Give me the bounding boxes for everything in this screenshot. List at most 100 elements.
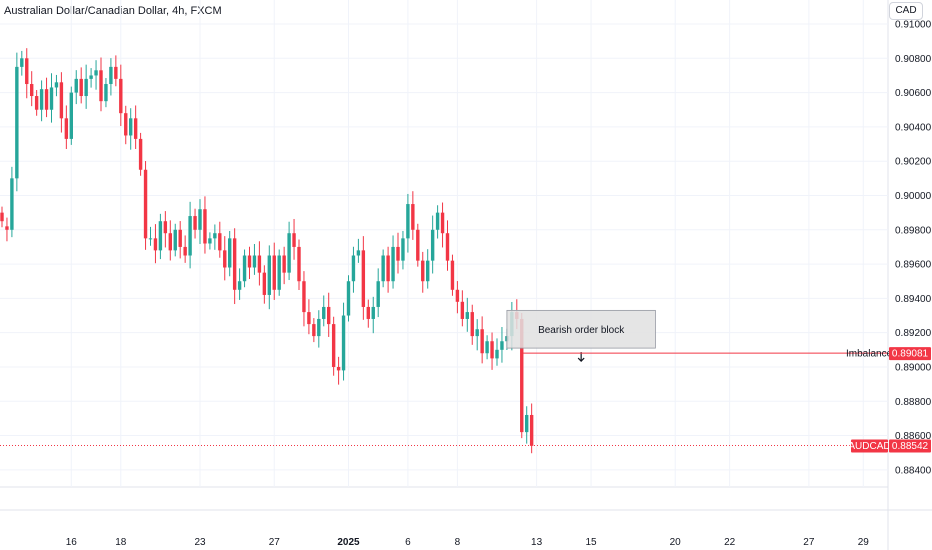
candle-body bbox=[401, 238, 405, 261]
candle-body bbox=[455, 289, 460, 302]
candle-body bbox=[49, 87, 54, 110]
chart-annotations: Bearish order block Imbalance 0.89081 AUDCA… bbox=[0, 309, 931, 453]
candle-body bbox=[74, 78, 78, 93]
candle-body bbox=[411, 204, 415, 230]
candle-body bbox=[10, 178, 14, 230]
price-tick-label: 0.89800 bbox=[895, 225, 932, 236]
time-tick-label: 23 bbox=[194, 537, 206, 548]
candle-body bbox=[228, 238, 232, 268]
candle-body bbox=[470, 312, 474, 337]
candle-body bbox=[257, 255, 262, 273]
price-tick-label: 0.89400 bbox=[895, 294, 932, 305]
candle-body bbox=[480, 329, 484, 354]
time-tick-label: 6 bbox=[405, 537, 411, 548]
price-tick-label: 0.90400 bbox=[895, 122, 932, 133]
candle-body bbox=[376, 281, 380, 307]
candle-body bbox=[158, 221, 163, 251]
time-tick-label: 18 bbox=[115, 537, 127, 548]
candle-body bbox=[465, 312, 469, 319]
price-tick-label: 0.89000 bbox=[895, 362, 932, 373]
candle-body bbox=[317, 318, 321, 337]
candle-body bbox=[183, 246, 187, 256]
candle-body bbox=[495, 349, 499, 359]
candle-body bbox=[361, 250, 366, 307]
candle-body bbox=[109, 66, 113, 85]
candle-body bbox=[302, 281, 306, 313]
candle-body bbox=[213, 233, 217, 239]
time-tick-label: 13 bbox=[531, 537, 543, 548]
candle-body bbox=[94, 70, 98, 76]
price-tick-label: 0.88800 bbox=[895, 397, 932, 408]
candle-body bbox=[440, 212, 445, 234]
candle-body bbox=[277, 255, 281, 290]
candle-body bbox=[168, 233, 172, 251]
time-tick-label: 29 bbox=[858, 537, 870, 548]
time-tick-label: 27 bbox=[803, 537, 815, 548]
candle-body bbox=[247, 255, 252, 268]
imbalance-price-value: 0.89081 bbox=[892, 349, 929, 360]
candle-body bbox=[188, 216, 192, 256]
candle-body bbox=[20, 58, 24, 67]
candle-body bbox=[292, 233, 296, 247]
arrow-head-icon bbox=[577, 357, 585, 362]
candle-body bbox=[525, 414, 529, 433]
candle-body bbox=[322, 306, 326, 319]
candle-body bbox=[129, 118, 133, 136]
price-tick-label: 0.90200 bbox=[895, 157, 932, 168]
candle-body bbox=[396, 246, 400, 261]
candle-body bbox=[327, 306, 331, 325]
currency-selector[interactable]: CAD bbox=[889, 2, 923, 20]
candle-body bbox=[307, 312, 311, 325]
candle-body bbox=[99, 70, 103, 102]
time-tick-label: 20 bbox=[670, 537, 682, 548]
candle-body bbox=[297, 246, 301, 282]
candle-body bbox=[445, 233, 450, 261]
candle-body bbox=[84, 78, 88, 97]
candle-body bbox=[435, 212, 440, 230]
time-tick-label: 22 bbox=[724, 537, 736, 548]
candle-body bbox=[426, 260, 430, 282]
candle-body bbox=[287, 233, 291, 273]
candle-body bbox=[529, 414, 534, 446]
candle-body bbox=[430, 229, 435, 261]
order-block-label: Bearish order block bbox=[538, 325, 625, 336]
candle-body bbox=[450, 260, 455, 290]
candle-body bbox=[133, 118, 138, 139]
candle-body bbox=[173, 229, 177, 251]
candle-body bbox=[138, 138, 143, 170]
time-axis[interactable]: 16 18 23 27 2025 6 8 13 15 20 22 27 29 bbox=[66, 537, 870, 548]
candle-body bbox=[485, 341, 489, 354]
candle-body bbox=[79, 78, 83, 97]
candle-body bbox=[267, 255, 271, 295]
candle-body bbox=[153, 238, 158, 251]
price-tick-label: 0.89600 bbox=[895, 260, 932, 271]
price-tick-label: 0.90800 bbox=[895, 54, 932, 65]
candle-body bbox=[178, 229, 182, 247]
candle-body bbox=[89, 75, 93, 79]
candle-body bbox=[386, 255, 390, 282]
price-axis[interactable]: 0.91000 0.90800 0.90600 0.90400 0.90200 0.900… bbox=[895, 20, 932, 477]
candle-body bbox=[520, 318, 524, 433]
candle-body bbox=[104, 84, 108, 102]
candle-body bbox=[232, 238, 237, 290]
candle-body bbox=[44, 89, 49, 110]
candle-body bbox=[143, 169, 148, 239]
candle-body bbox=[381, 255, 385, 282]
candle-body bbox=[119, 78, 123, 114]
candle-body bbox=[0, 212, 4, 222]
price-tick-label: 0.89200 bbox=[895, 328, 932, 339]
imbalance-price-tag bbox=[889, 347, 931, 361]
candle-body bbox=[193, 216, 197, 230]
candle-body bbox=[237, 281, 242, 290]
candle-body bbox=[54, 82, 59, 88]
candle-body bbox=[163, 221, 168, 234]
chart-title: Australian Dollar/Canadian Dollar, 4h, F… bbox=[4, 5, 222, 17]
candle-body bbox=[341, 315, 346, 371]
candle-body bbox=[69, 92, 73, 139]
candle-body bbox=[59, 82, 64, 119]
candle-body bbox=[475, 329, 479, 337]
candle-body bbox=[30, 84, 34, 97]
candle-body bbox=[346, 281, 351, 316]
